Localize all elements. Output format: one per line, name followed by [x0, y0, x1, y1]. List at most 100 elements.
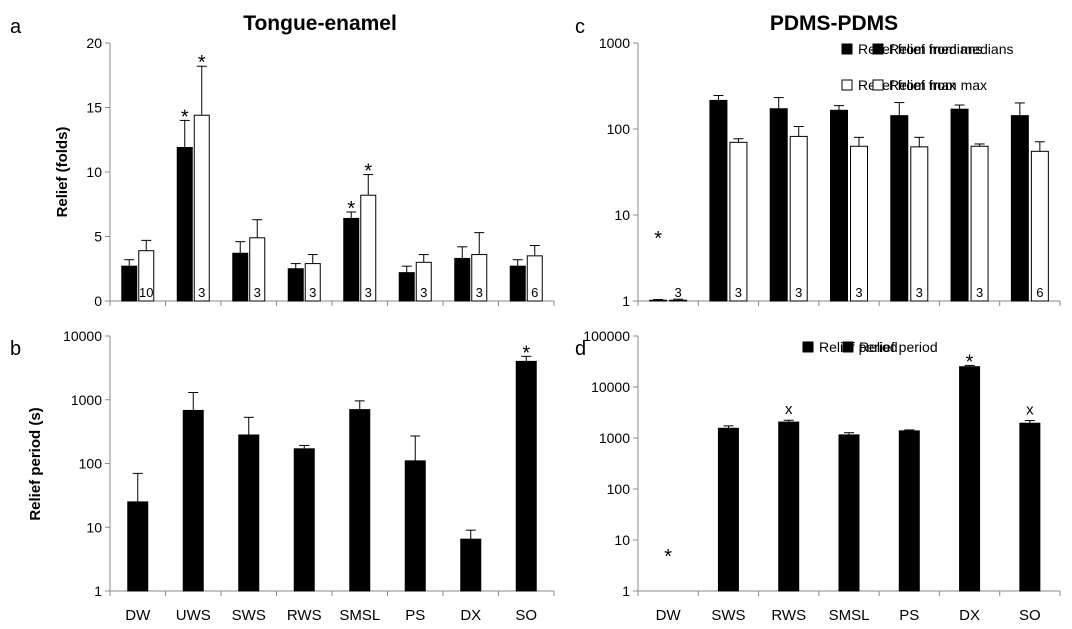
y-tick-label: 100 [79, 456, 103, 472]
y-tick-label: 1 [622, 583, 630, 599]
legend-label: Relief from medians [889, 41, 1014, 57]
x-tick-label: DW [125, 607, 151, 624]
legend-label: Relief from medians [858, 41, 983, 57]
panel-c-title: PDMS-PDMS [770, 12, 898, 35]
panel-b-ylabel: Relief period (s) [27, 407, 44, 520]
bar [898, 430, 920, 592]
y-tick-label: 100 [607, 481, 631, 497]
y-tick-label: 10000 [591, 379, 630, 395]
bar [193, 114, 210, 302]
legend-label: Relief period [819, 339, 898, 355]
x-tick-label: RWS [771, 607, 806, 624]
bar [970, 145, 989, 302]
y-tick-label: 1000 [599, 430, 630, 446]
bar [950, 108, 969, 302]
panel-d: 1 10 100 1000 10000 100000 DW SWS RWS SMSL PS DX SO *… [583, 328, 1061, 624]
bar [404, 460, 426, 592]
legend-swatch [872, 79, 884, 91]
significance-star: * [654, 228, 662, 250]
sample-size-label: 3 [365, 285, 372, 300]
bar [717, 427, 739, 592]
bar [127, 501, 149, 592]
bar [789, 135, 808, 302]
legend-swatch [802, 341, 814, 353]
y-tick-label: 1000 [599, 35, 630, 51]
significance-mark: x [785, 401, 793, 418]
x-tick-label: PS [899, 607, 919, 624]
bar [398, 272, 415, 302]
sample-size-label: 3 [198, 285, 205, 300]
panel-a: 0 5 10 15 20 10 3 3 3 3 3 3 6 * * * * Relief from medians… [86, 35, 982, 309]
bar [830, 109, 848, 302]
significance-star: * [966, 351, 974, 373]
bar [176, 146, 193, 302]
panel-b: 1 10 100 1000 10000 DW UWS SWS RWS SMSL PS DX SO * Rel… [63, 328, 938, 624]
bar [182, 409, 204, 592]
bar [1019, 422, 1041, 592]
y-tick-label: 5 [94, 229, 102, 245]
bar [343, 217, 360, 302]
bar [838, 434, 860, 592]
sample-size-label: 3 [675, 285, 682, 300]
panel-a-title: Tongue-enamel [243, 12, 397, 35]
sample-size-label: 6 [531, 285, 538, 300]
x-tick-label: SMSL [339, 607, 380, 624]
panel-letter-d: d [575, 338, 586, 360]
x-tick-label: UWS [176, 607, 211, 624]
bar [649, 299, 668, 302]
x-tick-label: SO [515, 607, 537, 624]
sample-size-label: 3 [976, 285, 983, 300]
significance-star: * [198, 52, 206, 74]
y-tick-label: 10 [86, 164, 102, 180]
sample-size-label: 3 [476, 285, 483, 300]
legend-swatch [872, 43, 884, 55]
bar [850, 145, 868, 302]
x-tick-label: DX [460, 607, 481, 624]
sample-size-label: 6 [1036, 285, 1043, 300]
y-tick-label: 100 [607, 121, 631, 137]
sample-size-label: 3 [309, 285, 316, 300]
y-tick-label: 1 [94, 583, 102, 599]
legend-label: Relief from max [889, 77, 987, 93]
bar [669, 299, 688, 302]
bar [460, 538, 482, 592]
x-tick-label: SO [1019, 607, 1041, 624]
significance-star: * [181, 106, 189, 128]
significance-mark: x [1026, 402, 1034, 419]
x-tick-label: DW [656, 607, 682, 624]
bar [778, 421, 800, 592]
y-tick-label: 0 [94, 293, 102, 309]
x-tick-label: SMSL [829, 607, 870, 624]
y-tick-label: 1 [622, 293, 630, 309]
sample-size-label: 10 [139, 285, 153, 300]
sample-size-label: 3 [735, 285, 742, 300]
y-tick-label: 100000 [583, 328, 630, 344]
x-tick-label: SWS [711, 607, 745, 624]
bar [890, 115, 909, 302]
panel-a-ylabel: Relief (folds) [54, 127, 71, 218]
sample-size-label: 3 [916, 285, 923, 300]
bar [515, 360, 537, 592]
y-tick-label: 10000 [63, 328, 102, 344]
bar [232, 252, 249, 302]
y-tick-label: 10 [86, 519, 102, 535]
y-tick-label: 10 [614, 207, 630, 223]
bar [121, 265, 138, 302]
bar [729, 141, 748, 302]
significance-star: * [664, 546, 672, 568]
sample-size-label: 3 [795, 285, 802, 300]
bar [238, 434, 260, 592]
legend-label: Relief period [859, 339, 938, 355]
bar [509, 265, 526, 302]
bar [454, 257, 471, 302]
x-tick-label: RWS [287, 607, 322, 624]
bar [769, 108, 788, 302]
bar [910, 146, 929, 302]
sample-size-label: 3 [855, 285, 862, 300]
legend-swatch [841, 79, 853, 91]
bar [1030, 150, 1049, 302]
significance-star: * [364, 161, 372, 183]
significance-star: * [347, 198, 355, 220]
